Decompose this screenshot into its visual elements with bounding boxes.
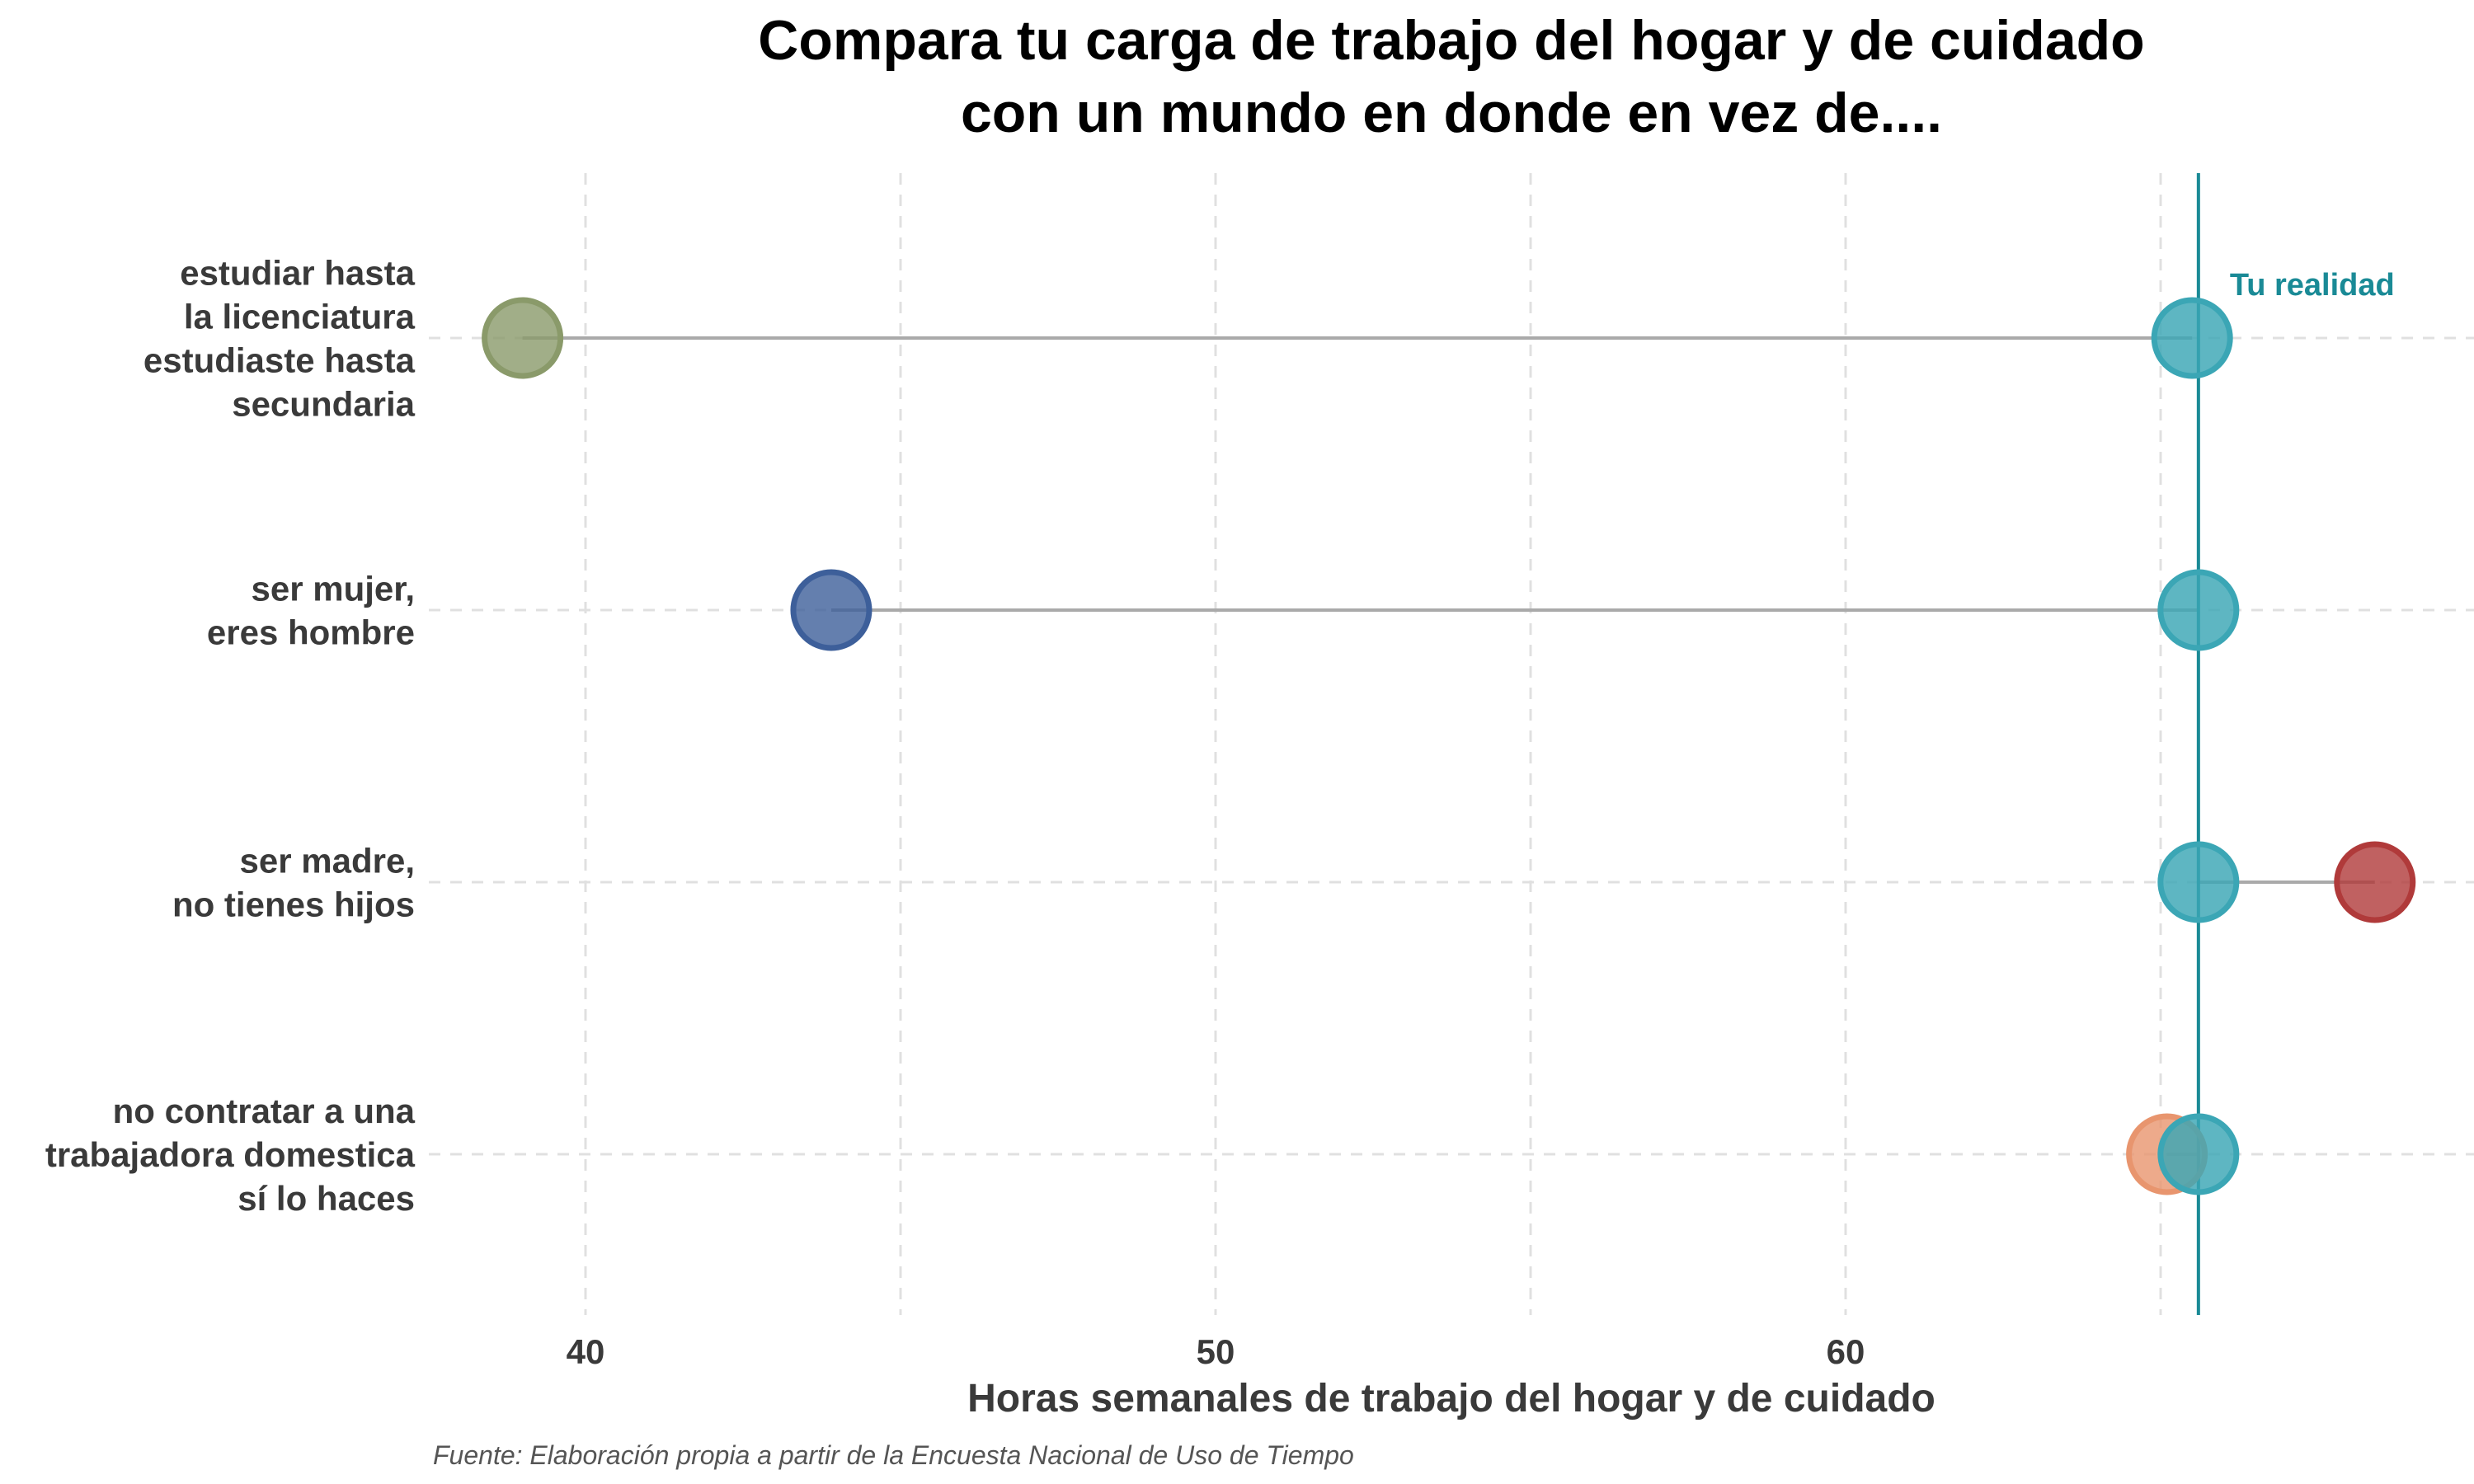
row-label-1-line-2: la licenciatura bbox=[184, 298, 416, 336]
row-label-4-line-2: trabajadora domestica bbox=[45, 1135, 416, 1174]
source-caption: Fuente: Elaboración propia a partir de l… bbox=[433, 1440, 1354, 1470]
row-label-1-line-1: estudiar hasta bbox=[180, 254, 415, 293]
reference-label: Tu realidad bbox=[2230, 268, 2395, 303]
alternative-point-row-2 bbox=[790, 569, 872, 651]
points bbox=[482, 297, 2416, 1195]
row-label-1-line-4: secundaria bbox=[232, 385, 415, 424]
alternative-point-row-1 bbox=[482, 297, 564, 379]
alternative-point-row-3 bbox=[2334, 841, 2416, 923]
reality-point-row-2 bbox=[2157, 569, 2240, 651]
row-label-4-line-1: no contratar a una bbox=[113, 1092, 416, 1130]
x-tick-label-60: 60 bbox=[1827, 1332, 1865, 1371]
reality-point-row-3 bbox=[2157, 841, 2240, 923]
x-tick-label-40: 40 bbox=[567, 1332, 605, 1371]
row-label-2-line-1: ser mujer, bbox=[252, 570, 415, 608]
title-line-2: con un mundo en donde en vez de.... bbox=[961, 82, 1942, 144]
x-axis-ticks: 40 50 60 bbox=[567, 1332, 1865, 1371]
x-tick-label-50: 50 bbox=[1197, 1332, 1235, 1371]
segments bbox=[522, 336, 2375, 1156]
title-line-1: Compara tu carga de trabajo del hogar y … bbox=[758, 9, 2144, 72]
reality-point-row-1 bbox=[2151, 297, 2233, 379]
row-label-3-line-1: ser madre, bbox=[240, 842, 415, 881]
row-label-4-line-3: sí lo haces bbox=[238, 1179, 415, 1218]
y-axis-labels: estudiar hasta la licenciatura estudiaste … bbox=[45, 254, 416, 1219]
row-label-1-line-3: estudiaste hasta bbox=[143, 341, 416, 380]
row-label-3-line-2: no tienes hijos bbox=[172, 885, 415, 924]
x-axis-label: Horas semanales de trabajo del hogar y d… bbox=[967, 1377, 1935, 1421]
row-label-2-line-2: eres hombre bbox=[207, 613, 415, 652]
chart-title: Compara tu carga de trabajo del hogar y … bbox=[758, 9, 2144, 144]
reality-point-row-4 bbox=[2157, 1113, 2240, 1195]
